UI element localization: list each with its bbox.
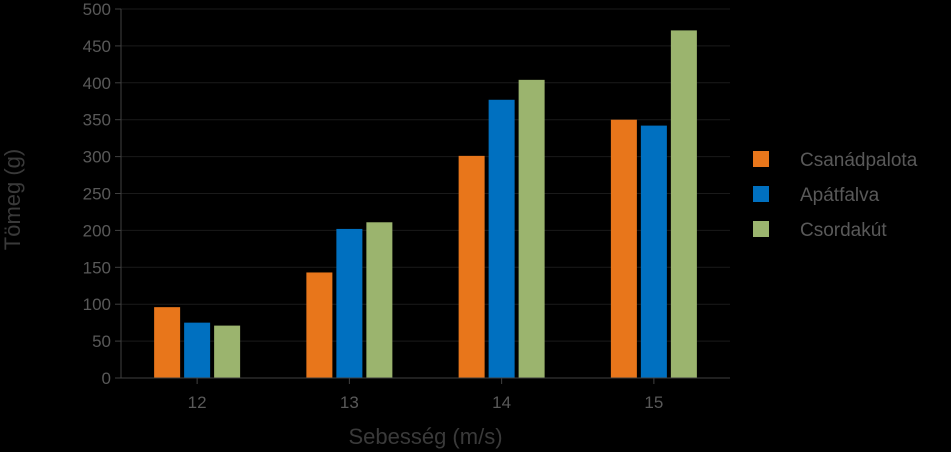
- bar-Csanádpalota-14: [458, 155, 485, 378]
- bar-Csordakút-15: [670, 30, 697, 378]
- y-tick-label: 500: [83, 0, 111, 19]
- y-tick-label: 400: [83, 74, 111, 93]
- bar-Apátfalva-12: [184, 322, 211, 378]
- bar-Csanádpalota-13: [306, 272, 333, 378]
- legend-swatch-Csanádpalota: [753, 151, 769, 167]
- bar-Csanádpalota-15: [610, 119, 637, 378]
- legend-swatch-Apátfalva: [753, 186, 769, 202]
- legend-swatch-Csordakút: [753, 221, 769, 237]
- y-tick-label: 100: [83, 295, 111, 314]
- legend: Csanádpalota Apátfalva Csordakút: [753, 150, 918, 241]
- y-tick-label: 0: [102, 369, 111, 388]
- y-axis-title: Tömeg (g): [0, 149, 25, 250]
- y-tick-label: 150: [83, 258, 111, 277]
- bar-Apátfalva-15: [640, 125, 667, 378]
- x-tick-label: 14: [492, 393, 511, 412]
- bar-Csordakút-12: [214, 325, 241, 378]
- bar-Csordakút-13: [366, 222, 393, 378]
- legend-label: Csanádpalota: [800, 150, 918, 171]
- legend-label: Apátfalva: [800, 185, 880, 206]
- y-tick-label: 50: [92, 332, 111, 351]
- bar-Csordakút-14: [518, 79, 545, 379]
- legend-label: Csordakút: [800, 220, 887, 241]
- gridlines: [121, 8, 730, 379]
- y-axis-ticks: 0 50 100 150 200 250 300 350 400 450 500: [83, 0, 121, 388]
- y-tick-label: 200: [83, 221, 111, 240]
- bar-Csanádpalota-12: [154, 307, 181, 378]
- bars: [154, 30, 697, 379]
- x-axis-title: Sebesség (m/s): [348, 424, 502, 449]
- y-tick-label: 300: [83, 148, 111, 167]
- x-tick-label: 12: [188, 393, 207, 412]
- x-tick-label: 15: [644, 393, 663, 412]
- x-tick-label: 13: [340, 393, 359, 412]
- bar-Apátfalva-13: [336, 228, 363, 378]
- bar-Apátfalva-14: [488, 99, 515, 379]
- x-axis-ticks: 12 13 14 15: [188, 378, 663, 412]
- y-tick-label: 250: [83, 185, 111, 204]
- y-tick-label: 350: [83, 111, 111, 130]
- y-tick-label: 450: [83, 37, 111, 56]
